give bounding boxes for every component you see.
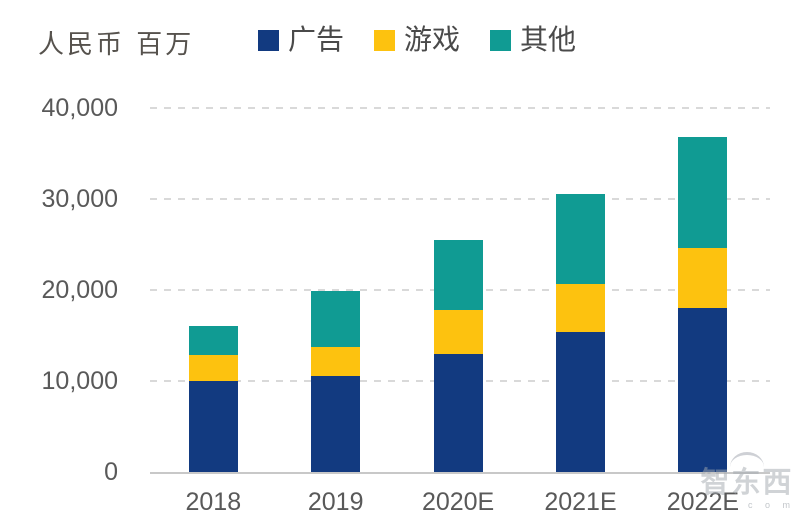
bar-2018-game-segment (188, 355, 238, 381)
y-tick-label-10000: 10,000 (41, 366, 118, 395)
legend-swatch-ad (258, 29, 279, 51)
bar-2022E-ad-segment (678, 308, 728, 472)
bar-2021E-ad-segment (556, 332, 605, 472)
y-axis-labels: 0 10,000 20,000 30,000 40,000 (0, 0, 118, 486)
bar-2021E-other-segment (556, 194, 605, 284)
legend: 广告 游戏 其他 (258, 26, 576, 54)
bar-2019-ad-segment (311, 376, 361, 472)
bar-2018-ad-segment (188, 381, 238, 472)
legend-label-ad: 广告 (288, 23, 345, 56)
bar-2018-other-segment (188, 326, 238, 355)
x-tick-label-2020E: 2020E (421, 488, 495, 516)
legend-label-game: 游戏 (404, 23, 461, 56)
plot-area (150, 0, 770, 474)
bar-2022E-game-segment (678, 248, 728, 308)
bar-2020E-ad-segment (433, 354, 483, 472)
x-tick-label-2018: 2018 (185, 488, 242, 516)
bar-2022E-other-segment (678, 137, 728, 248)
x-axis-labels: 2018 2019 2020E 2021E 2022E (150, 488, 770, 524)
x-tick-label-2021E: 2021E (544, 488, 617, 516)
bar-2021E-game-segment (556, 284, 605, 332)
legend-item-ad: 广告 (258, 26, 344, 54)
legend-item-game: 游戏 (374, 26, 460, 54)
y-tick-label-40000: 40,000 (41, 93, 118, 122)
legend-item-other: 其他 (490, 26, 576, 54)
bar-2019-game-segment (311, 347, 361, 376)
legend-swatch-game (374, 29, 396, 51)
legend-swatch-other (490, 29, 512, 51)
x-tick-label-2019: 2019 (307, 488, 364, 516)
legend-label-other: 其他 (520, 23, 577, 56)
y-tick-label-30000: 30,000 (41, 184, 118, 213)
bar-2020E-game-segment (433, 310, 483, 354)
unit-label: 人民币 百万 (38, 30, 195, 60)
gridline-30000 (150, 197, 770, 200)
y-tick-label-20000: 20,000 (41, 275, 118, 304)
bar-2020E-other-segment (433, 240, 483, 310)
x-tick-label-2022E: 2022E (666, 488, 740, 516)
bar-2019-other-segment (311, 291, 361, 347)
gridline-40000 (150, 106, 770, 109)
y-tick-label-0: 0 (104, 458, 118, 486)
